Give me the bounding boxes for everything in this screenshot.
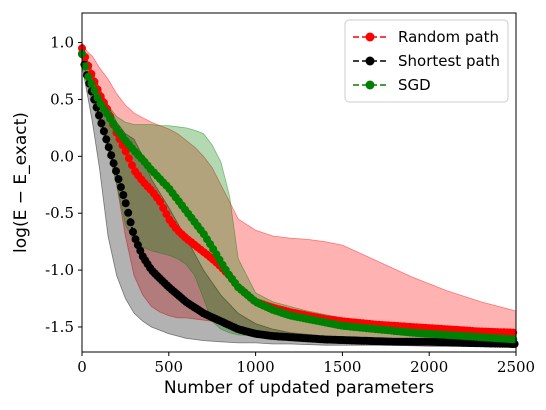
plot-frame <box>81 12 517 353</box>
shortest-path-point <box>102 135 111 144</box>
sgd-point <box>87 79 96 88</box>
x-axis-label: Number of updated parameters <box>164 378 434 398</box>
shortest-path-point <box>99 127 108 136</box>
shortest-path-point <box>129 227 137 236</box>
shortest-path-point <box>119 191 128 199</box>
shortest-path-point <box>95 111 103 120</box>
legend-entry-sgd: SGD <box>353 76 431 94</box>
random-path-point <box>509 328 518 337</box>
sgd-point <box>81 62 90 71</box>
x-tick-label: 1500 <box>323 358 361 376</box>
random-path-point <box>121 147 130 156</box>
y-tick-label: 1.0 <box>50 34 74 52</box>
sgd-point <box>84 72 93 81</box>
series-markers <box>78 44 519 348</box>
legend: Random path Shortest path SGD <box>344 19 509 103</box>
legend-swatch-marker <box>365 56 375 66</box>
y-tick-label: -0.5 <box>45 204 74 222</box>
x-axis-ticks: 0 500 1000 1500 2000 2500 <box>77 352 535 376</box>
shortest-path-point <box>104 143 113 152</box>
shortest-path-point <box>124 208 133 217</box>
random-path-point <box>156 197 165 206</box>
y-tick-label: 0.5 <box>50 90 74 108</box>
shortest-path-point <box>107 151 116 160</box>
x-tick-label: 2000 <box>410 358 448 376</box>
y-tick-label: 0.0 <box>50 147 74 165</box>
shortest-path-point <box>97 119 106 128</box>
x-tick-label: 500 <box>154 358 183 376</box>
legend-entry-shortest-path: Shortest path <box>353 52 500 70</box>
shortest-path-point <box>121 199 130 208</box>
random-path-point <box>159 204 168 212</box>
y-tick-label: -1.5 <box>45 318 74 336</box>
shortest-path-point <box>126 218 135 227</box>
legend-label: Shortest path <box>398 52 500 70</box>
x-tick-label: 0 <box>77 358 87 376</box>
x-tick-label: 2500 <box>497 358 535 376</box>
y-axis-label: log(E − E_exact) <box>11 112 31 253</box>
legend-box <box>344 19 509 103</box>
legend-label: SGD <box>398 76 431 94</box>
legend-swatch-marker <box>365 80 375 90</box>
y-tick-label: -1.0 <box>45 261 74 279</box>
shortest-path-point <box>109 159 118 168</box>
legend-swatch-marker <box>365 32 375 42</box>
shortest-path-point <box>112 167 120 176</box>
legend-entry-random-path: Random path <box>353 28 499 46</box>
sgd-point <box>93 93 102 102</box>
sgd-markers <box>78 50 518 344</box>
random-path-point <box>128 161 136 170</box>
legend-label: Random path <box>398 28 499 46</box>
sgd-point <box>90 86 99 95</box>
random-path-point <box>124 154 133 163</box>
shortest-path-point <box>116 183 125 192</box>
y-axis-ticks: 1.0 0.5 0.0 -0.5 -1.0 -1.5 <box>45 34 82 336</box>
x-tick-label: 1000 <box>237 358 275 376</box>
shortest-path-point <box>114 175 123 184</box>
sgd-point <box>509 335 518 344</box>
